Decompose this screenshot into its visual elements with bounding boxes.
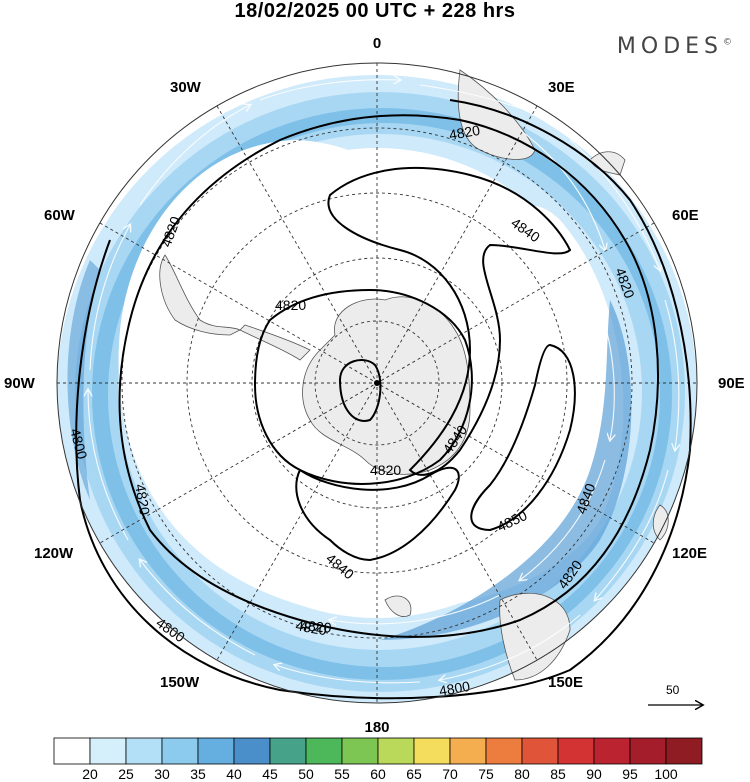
longitude-labels: 0 30E 60E 90E 120E 150E 180 150W 120W 90… <box>4 35 745 736</box>
colorbar-label: 60 <box>370 766 386 782</box>
colorbar-swatch <box>485 737 523 765</box>
contour-label: 4820 <box>275 297 306 313</box>
lon-label-60e: 60E <box>672 207 699 224</box>
contour-label: 4820 <box>294 617 328 638</box>
colorbar-label: 35 <box>190 766 206 782</box>
colorbar-label: 55 <box>334 766 350 782</box>
colorbar-label: 80 <box>514 766 530 782</box>
landmass <box>159 69 669 681</box>
colorbar-swatch <box>305 737 343 765</box>
colorbar-swatch <box>341 737 379 765</box>
colorbar-swatch <box>665 737 703 765</box>
lon-label-120e: 120E <box>672 545 707 562</box>
lon-label-60w: 60W <box>44 207 76 224</box>
colorbar-swatch <box>197 737 235 765</box>
lon-label-150w: 150W <box>160 674 200 691</box>
colorbar-label: 100 <box>654 766 678 782</box>
lon-label-90w: 90W <box>4 375 36 392</box>
colorbar-swatch <box>557 737 595 765</box>
lon-label-120w: 120W <box>34 545 74 562</box>
colorbar-label: 30 <box>154 766 170 782</box>
colorbar-swatch <box>233 737 271 765</box>
colorbar-swatch <box>377 737 415 765</box>
south-pole-marker <box>374 380 380 386</box>
colorbar-label: 20 <box>82 766 98 782</box>
colorbar-label: 75 <box>478 766 494 782</box>
contour-label: 4820 <box>132 483 153 517</box>
colorbar <box>53 737 703 765</box>
colorbar-swatch <box>89 737 127 765</box>
modes-logo: MODES© <box>616 34 732 59</box>
colorbar-label: 45 <box>262 766 278 782</box>
contour-label: 4800 <box>67 427 91 461</box>
colorbar-label: 90 <box>586 766 602 782</box>
height-contours <box>75 99 692 700</box>
colorbar-label: 65 <box>406 766 422 782</box>
colorbar-swatch <box>593 737 631 765</box>
contour-label: 4820 <box>370 462 401 478</box>
colorbar-labels: 20 25 30 35 40 45 50 55 60 65 70 75 80 85 90 95 100 <box>0 766 750 782</box>
colorbar-label: 50 <box>298 766 314 782</box>
map-title: 18/02/2025 00 UTC + 228 hrs <box>234 0 516 22</box>
colorbar-swatch <box>125 737 163 765</box>
contour-label: 4820 <box>448 122 482 143</box>
colorbar-swatch <box>521 737 559 765</box>
lon-label-30w: 30W <box>170 79 202 96</box>
map-boundary <box>56 62 698 704</box>
colorbar-swatch <box>53 737 91 765</box>
lon-label-90e: 90E <box>718 375 745 392</box>
colorbar-swatch <box>161 737 199 765</box>
colorbar-label: 95 <box>622 766 638 782</box>
lon-label-30e: 30E <box>548 79 575 96</box>
colorbar-label: 25 <box>118 766 134 782</box>
colorbar-swatch <box>449 737 487 765</box>
colorbar-label: 40 <box>226 766 242 782</box>
lon-label-150e: 150E <box>548 674 583 691</box>
lon-label-0: 0 <box>373 35 381 52</box>
wind-streamlines <box>88 80 679 683</box>
colorbar-label: 70 <box>442 766 458 782</box>
lon-label-180: 180 <box>364 719 389 736</box>
reference-vector-label: 50 <box>666 683 680 697</box>
contour-label: 4820 <box>300 617 333 636</box>
colorbar-swatch <box>413 737 451 765</box>
colorbar-label: 85 <box>550 766 566 782</box>
contour-label: 4800 <box>438 678 472 699</box>
colorbar-swatch <box>269 737 307 765</box>
colorbar-swatch <box>629 737 667 765</box>
